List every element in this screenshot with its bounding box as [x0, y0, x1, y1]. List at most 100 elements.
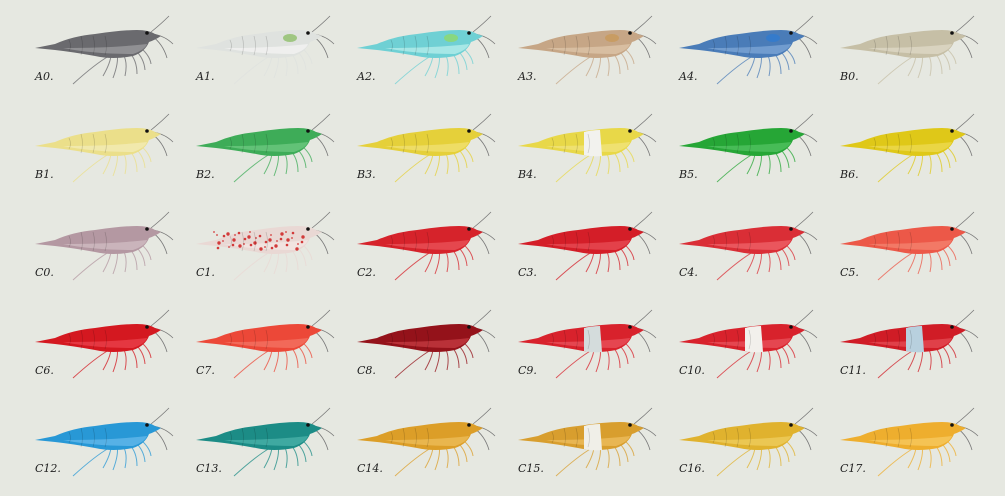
- shrimp-belly: [707, 142, 791, 152]
- shrimp-segments: [229, 231, 268, 252]
- specimen-label: A3.: [518, 70, 537, 83]
- shrimp-illustration: [679, 309, 818, 379]
- shrimp-segments: [551, 231, 590, 252]
- shrimp-specimen: B4.: [488, 104, 657, 202]
- shrimp-illustration: [35, 211, 174, 281]
- shrimp-specimen: B0.: [810, 6, 979, 104]
- shrimp-specimen: C14.: [327, 398, 496, 496]
- shrimp-illustration: [35, 15, 174, 85]
- shrimp-belly: [707, 44, 791, 54]
- shrimp-specimen: C13.: [166, 398, 335, 496]
- shrimp-body: [518, 324, 644, 352]
- shrimp-speckle: [301, 235, 305, 239]
- shrimp-speckle: [285, 243, 289, 247]
- shrimp-belly: [385, 338, 469, 348]
- shrimp-eye: [467, 129, 471, 133]
- shrimp-body: [357, 422, 483, 450]
- shrimp-speckle: [297, 243, 299, 245]
- shrimp-eye: [467, 423, 471, 427]
- shrimp-speckle: [222, 240, 224, 242]
- shrimp-specimen: B6.: [810, 104, 979, 202]
- shrimp-speckle: [232, 238, 236, 242]
- shrimp-saddle-spot: [283, 34, 297, 42]
- shrimp-illustration: [518, 407, 657, 477]
- shrimp-eye: [628, 325, 632, 329]
- specimen-label: C11.: [840, 364, 866, 377]
- specimen-label: C12.: [35, 462, 61, 475]
- shrimp-speckle: [217, 241, 221, 245]
- specimen-label: C0.: [35, 266, 54, 279]
- shrimp-belly: [385, 142, 469, 152]
- shrimp-saddle-spot: [766, 34, 780, 42]
- shrimp-eye: [467, 325, 471, 329]
- shrimp-speckle: [216, 246, 220, 250]
- shrimp-body: [679, 226, 805, 254]
- shrimp-illustration: [357, 113, 496, 183]
- shrimp-body: [196, 324, 322, 352]
- shrimp-belly: [63, 436, 147, 446]
- shrimp-segments: [390, 329, 429, 350]
- shrimp-saddle-band: [584, 130, 602, 157]
- shrimp-speckle: [237, 231, 241, 235]
- shrimp-speckle: [243, 243, 245, 245]
- shrimp-eye: [145, 325, 149, 329]
- specimen-label: C5.: [840, 266, 859, 279]
- shrimp-body: [840, 30, 966, 58]
- shrimp-body: [840, 324, 966, 352]
- shrimp-speckle: [234, 234, 236, 236]
- shrimp-eye: [950, 31, 954, 35]
- shrimp-belly: [546, 44, 630, 54]
- shrimp-body: [357, 226, 483, 254]
- shrimp-speckle: [216, 234, 218, 236]
- shrimp-segments: [229, 427, 268, 448]
- shrimp-illustration: [196, 15, 335, 85]
- shrimp-speckle: [270, 246, 274, 250]
- shrimp-speckle: [300, 240, 304, 244]
- shrimp-body: [35, 324, 161, 352]
- shrimp-body: [196, 30, 322, 58]
- shrimp-illustration: [35, 113, 174, 183]
- shrimp-segments: [390, 133, 429, 154]
- shrimp-body: [840, 422, 966, 450]
- shrimp-illustration: [196, 407, 335, 477]
- shrimp-illustration: [679, 211, 818, 281]
- specimen-label: C6.: [35, 364, 54, 377]
- shrimp-segments: [873, 427, 912, 448]
- shrimp-body: [679, 128, 805, 156]
- specimen-label: B3.: [357, 168, 376, 181]
- shrimp-belly: [63, 240, 147, 250]
- specimen-label: C7.: [196, 364, 215, 377]
- shrimp-body: [518, 128, 644, 156]
- shrimp-belly: [224, 44, 308, 54]
- shrimp-speckle: [264, 246, 266, 248]
- specimen-label: C2.: [357, 266, 376, 279]
- shrimp-eye: [950, 423, 954, 427]
- shrimp-illustration: [196, 309, 335, 379]
- specimen-label: B4.: [518, 168, 537, 181]
- shrimp-belly: [224, 436, 308, 446]
- shrimp-body: [35, 226, 161, 254]
- specimen-label: B2.: [196, 168, 215, 181]
- shrimp-illustration: [840, 211, 979, 281]
- shrimp-belly: [707, 436, 791, 446]
- shrimp-eye: [950, 227, 954, 231]
- shrimp-body: [35, 30, 161, 58]
- shrimp-speckle: [249, 231, 251, 233]
- shrimp-belly: [868, 142, 952, 152]
- specimen-label: A1.: [196, 70, 215, 83]
- shrimp-speckle: [286, 238, 290, 242]
- shrimp-specimen: C5.: [810, 202, 979, 300]
- shrimp-belly: [546, 240, 630, 250]
- shrimp-segments: [712, 329, 751, 350]
- shrimp-specimen: C15.: [488, 398, 657, 496]
- shrimp-speckle: [291, 231, 295, 235]
- shrimp-specimen: B3.: [327, 104, 496, 202]
- shrimp-speckle: [213, 231, 215, 233]
- shrimp-saddle-band: [745, 326, 763, 353]
- shrimp-segments: [229, 329, 268, 350]
- shrimp-segments: [712, 231, 751, 252]
- shrimp-speckle: [243, 237, 247, 241]
- shrimp-specimen: C7.: [166, 300, 335, 398]
- shrimp-body: [196, 422, 322, 450]
- shrimp-segments: [68, 329, 107, 350]
